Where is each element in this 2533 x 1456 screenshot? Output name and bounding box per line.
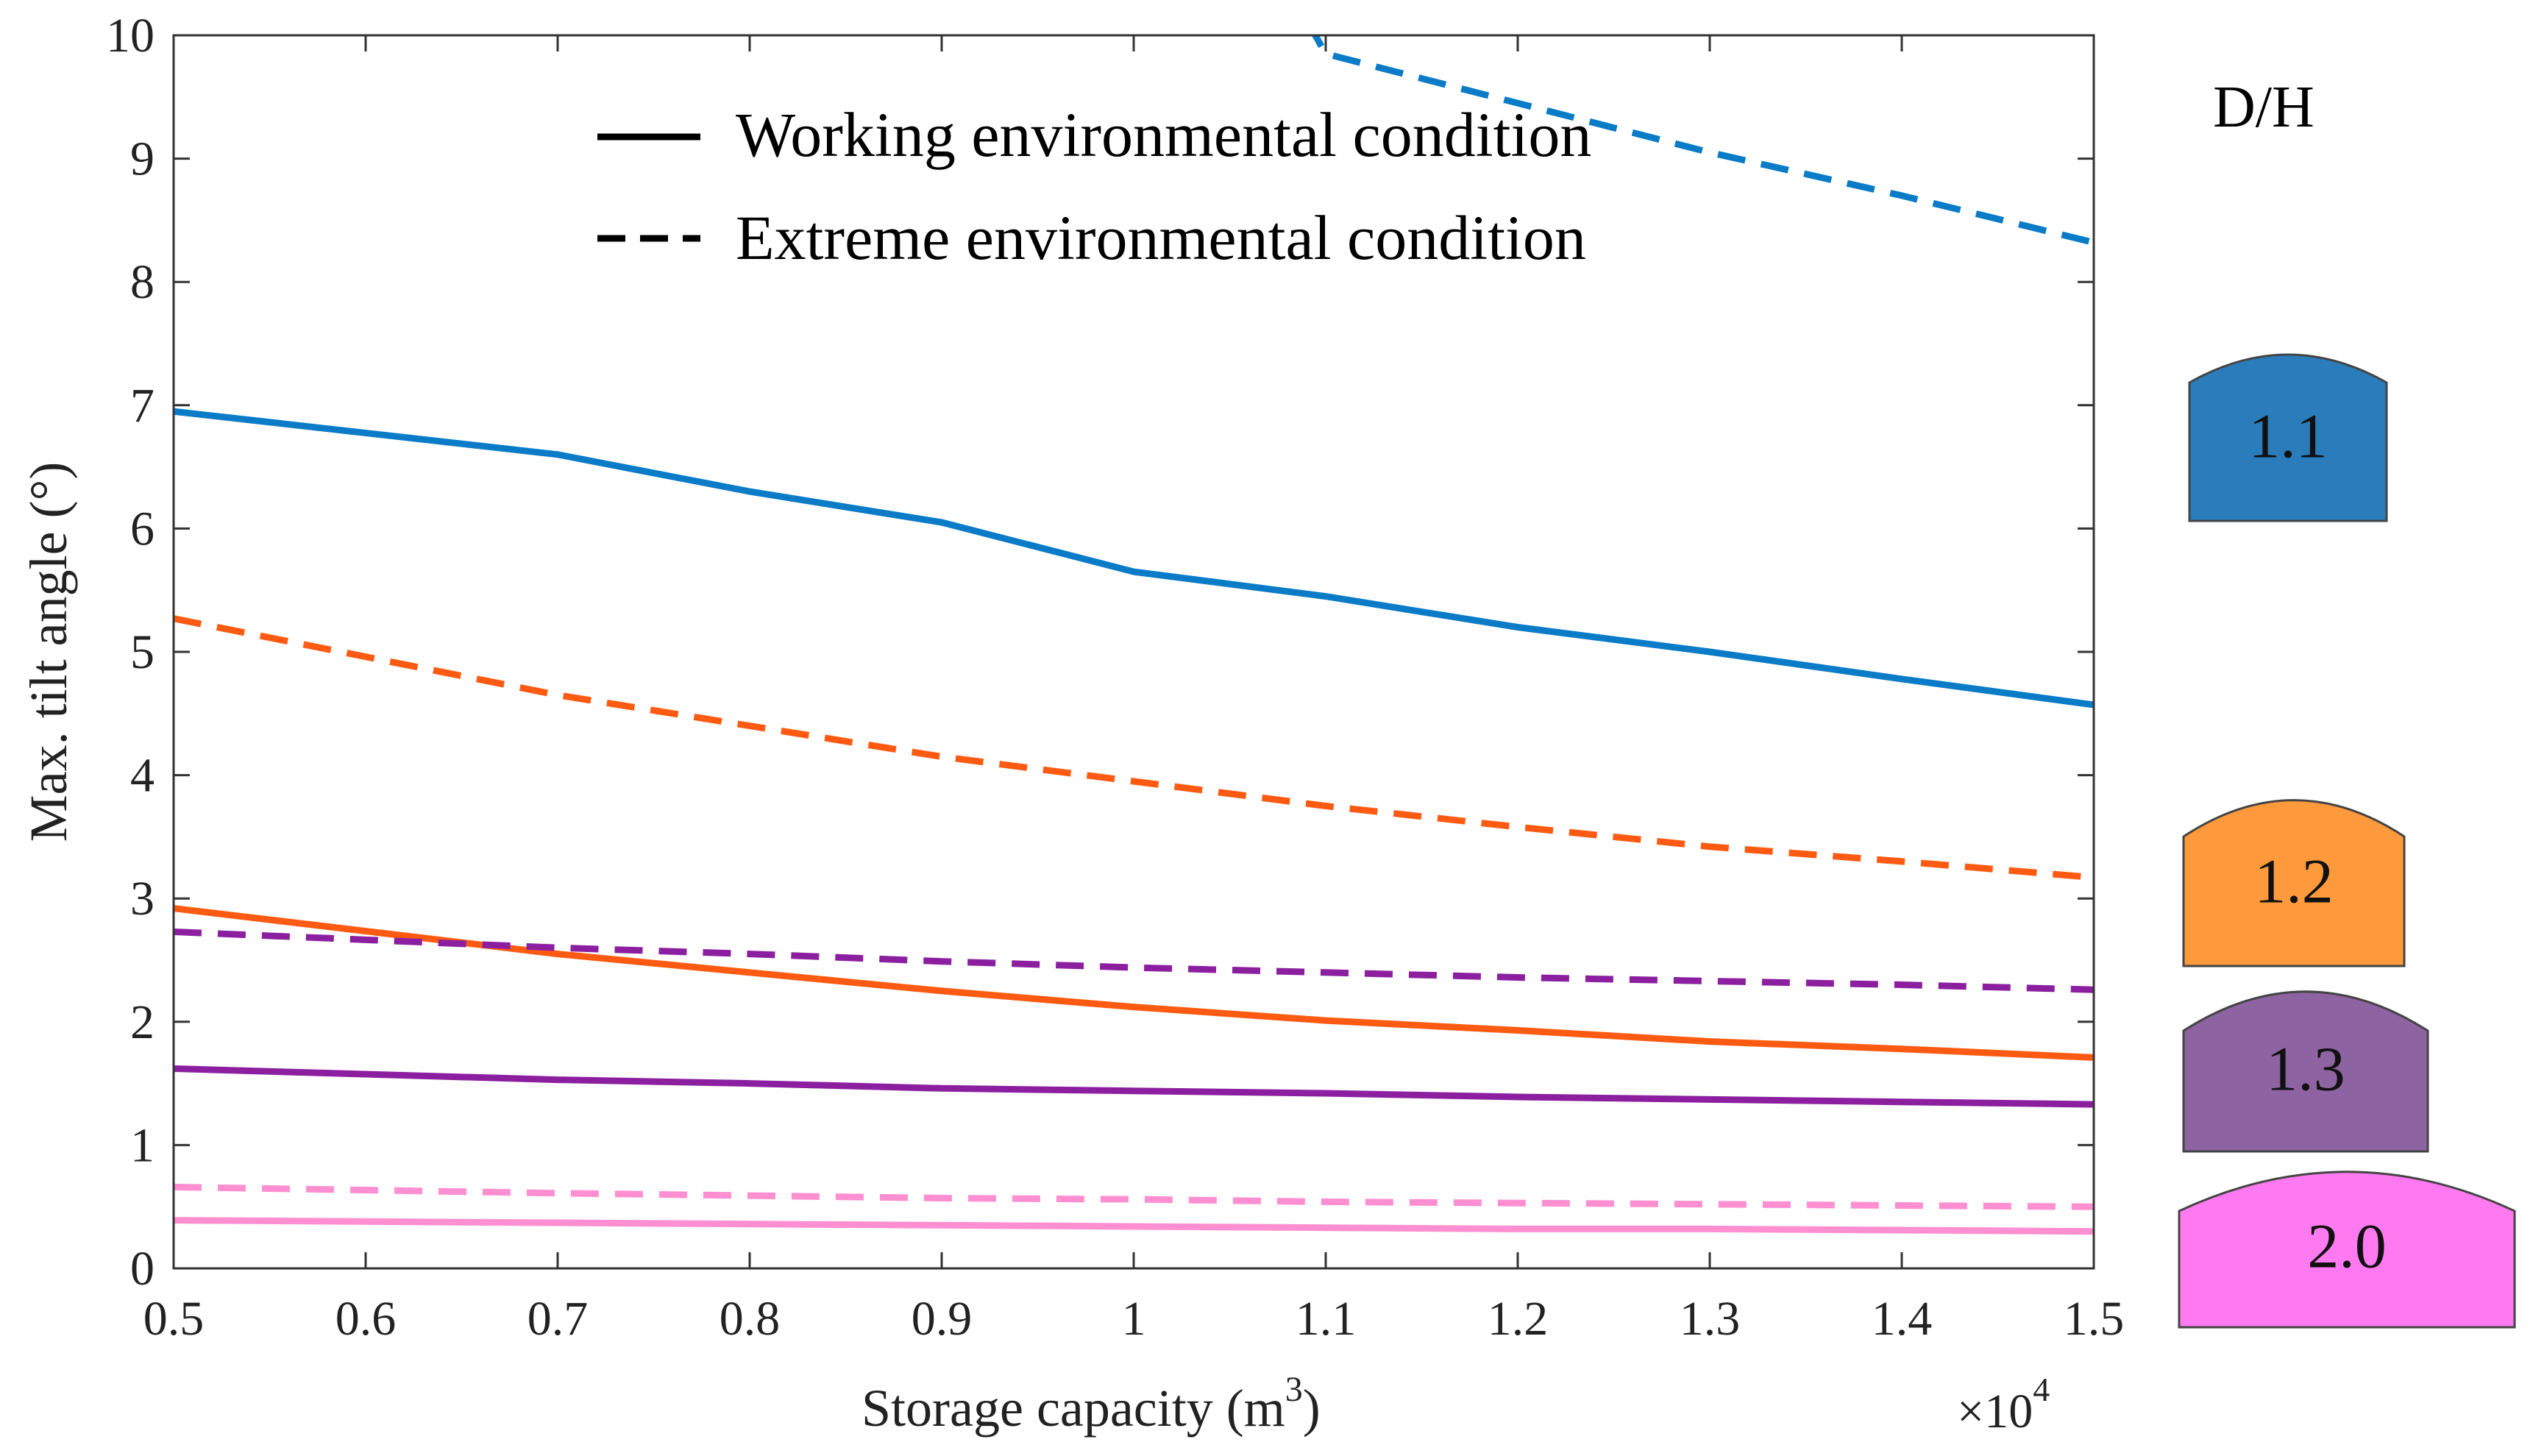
x-tick-label: 1.1 [1296, 1292, 1357, 1346]
y-tick-label: 2 [130, 995, 154, 1049]
series-line-1-2-extreme [174, 615, 2094, 881]
series-layer [174, 35, 2094, 1235]
x-tick-label: 0.9 [912, 1292, 973, 1346]
tank-badge-1-3: 1.3 [2182, 990, 2429, 1153]
tank-shape [2178, 1171, 2516, 1329]
y-tick-label: 0 [130, 1242, 154, 1296]
tank-badge-2-0: 2.0 [2178, 1171, 2516, 1329]
y-tick-label: 4 [130, 749, 154, 803]
x-multiplier: ×104 [1957, 1371, 2050, 1438]
tank-shape [2182, 799, 2406, 967]
tank-shape [2188, 353, 2388, 522]
legend: Working environmental condition Extreme … [597, 99, 1591, 273]
ticks-layer: 0.5 0.6 0.7 0.8 0.9 1 1.1 1.2 1.3 1.4 1.5 0 1 2 3 4 5 6 7 8… [106, 9, 2124, 1346]
legend-extreme-label: Extreme environmental condition [736, 202, 1586, 273]
x-tick-label: 1.4 [1872, 1292, 1933, 1346]
y-tick-label: 9 [130, 132, 154, 186]
x-tick-label: 1.3 [1680, 1292, 1741, 1346]
x-tick-label: 0.5 [143, 1292, 205, 1346]
series-line-1-2-working [174, 905, 2094, 1061]
y-tick-label: 6 [130, 502, 154, 555]
series-line-1-1-working [174, 408, 2094, 709]
x-tick-label: 1.2 [1488, 1292, 1549, 1346]
legend-working-label: Working environmental condition [736, 99, 1591, 170]
tank-shape [2182, 990, 2429, 1153]
tank-badge-label: 1.1 [2248, 400, 2328, 471]
x-axis-title-close: ) [1303, 1379, 1321, 1438]
y-axis-title: Max. tilt angle (°) [19, 462, 78, 842]
tank-badge-1-1: 1.1 [2188, 353, 2388, 522]
x-tick-label: 1 [1122, 1292, 1146, 1346]
series-line-2-0-working [174, 1217, 2094, 1235]
y-tick-label: 5 [130, 625, 154, 679]
series-line-1-3-working [174, 1065, 2094, 1108]
tank-badge-label: 1.2 [2254, 845, 2334, 916]
x-axis-title-exponent: 3 [1285, 1370, 1303, 1409]
y-tick-label: 3 [130, 872, 154, 926]
tank-badges: 1.1 1.2 1.3 2.0 [2178, 353, 2516, 1329]
dh-title: D/H [2213, 75, 2314, 140]
y-tick-label: 8 [130, 255, 154, 309]
x-multiplier-exponent: 4 [2033, 1371, 2050, 1408]
x-tick-label: 0.6 [335, 1292, 397, 1346]
x-tick-label: 1.5 [2064, 1292, 2125, 1346]
tank-badge-1-2: 1.2 [2182, 799, 2406, 967]
x-multiplier-base: ×10 [1957, 1385, 2033, 1438]
y-tick-label: 7 [130, 379, 154, 433]
x-tick-label: 0.7 [527, 1292, 589, 1346]
series-line-1-1-extreme [1311, 35, 2094, 246]
y-tick-label: 10 [106, 9, 154, 63]
x-tick-label: 0.8 [720, 1292, 781, 1346]
y-tick-label: 1 [130, 1118, 154, 1172]
x-axis-title: Storage capacity (m3) [861, 1370, 1321, 1438]
tank-badge-label: 2.0 [2307, 1211, 2387, 1282]
tank-badge-label: 1.3 [2266, 1033, 2345, 1104]
